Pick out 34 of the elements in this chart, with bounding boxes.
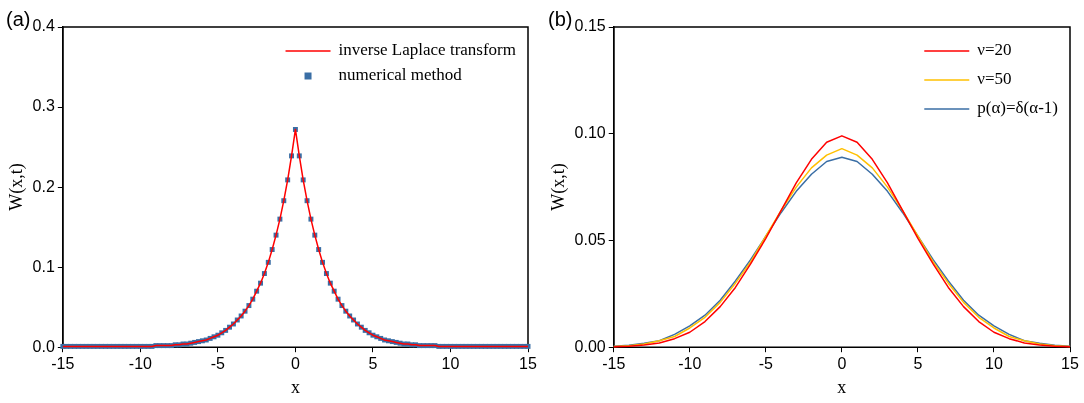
x-axis-title: x: [290, 376, 300, 397]
x-tick-label: 0: [290, 355, 300, 373]
y-tick-label: 0.3: [32, 97, 55, 115]
x-tick-label: -15: [51, 355, 75, 373]
x-tick-label: -5: [758, 355, 774, 373]
legend-label: ν=50: [977, 69, 1012, 89]
y-tick-label: 0.4: [32, 17, 55, 35]
y-tick-label: 0.1: [32, 257, 55, 275]
x-tick-label: 0: [837, 355, 847, 373]
x-tick-label: 5: [913, 355, 923, 373]
y-tick-label: 0.15: [574, 17, 606, 35]
y-tick-label: 0.0: [32, 337, 55, 355]
legend-label: ν=20: [977, 40, 1012, 60]
x-tick-label: 15: [519, 355, 537, 373]
x-tick-label: -5: [210, 355, 226, 373]
x-tick-label: 5: [368, 355, 378, 373]
y-tick-label: 0.2: [32, 177, 55, 195]
x-tick-label: 10: [441, 355, 460, 373]
x-tick-label: 15: [1061, 355, 1079, 373]
y-axis-title: W(x,t): [5, 163, 27, 211]
legend-label: numerical method: [338, 65, 463, 85]
y-tick-label: 0.05: [574, 230, 606, 248]
legend-label: inverse Laplace transform: [338, 40, 517, 60]
x-axis-title: x: [837, 376, 847, 397]
y-tick-label: 0.00: [574, 337, 606, 355]
x-tick-label: -15: [602, 355, 626, 373]
chart-title: (b): [548, 7, 573, 30]
chart-title: (a): [6, 7, 31, 30]
x-tick-label: -10: [128, 355, 153, 373]
y-tick-label: 0.10: [574, 124, 606, 142]
legend-label: p(α)=δ(α-1): [977, 98, 1058, 118]
y-axis-title: W(x,t): [547, 163, 569, 211]
x-tick-label: -10: [678, 355, 702, 373]
x-tick-label: 10: [985, 355, 1003, 373]
